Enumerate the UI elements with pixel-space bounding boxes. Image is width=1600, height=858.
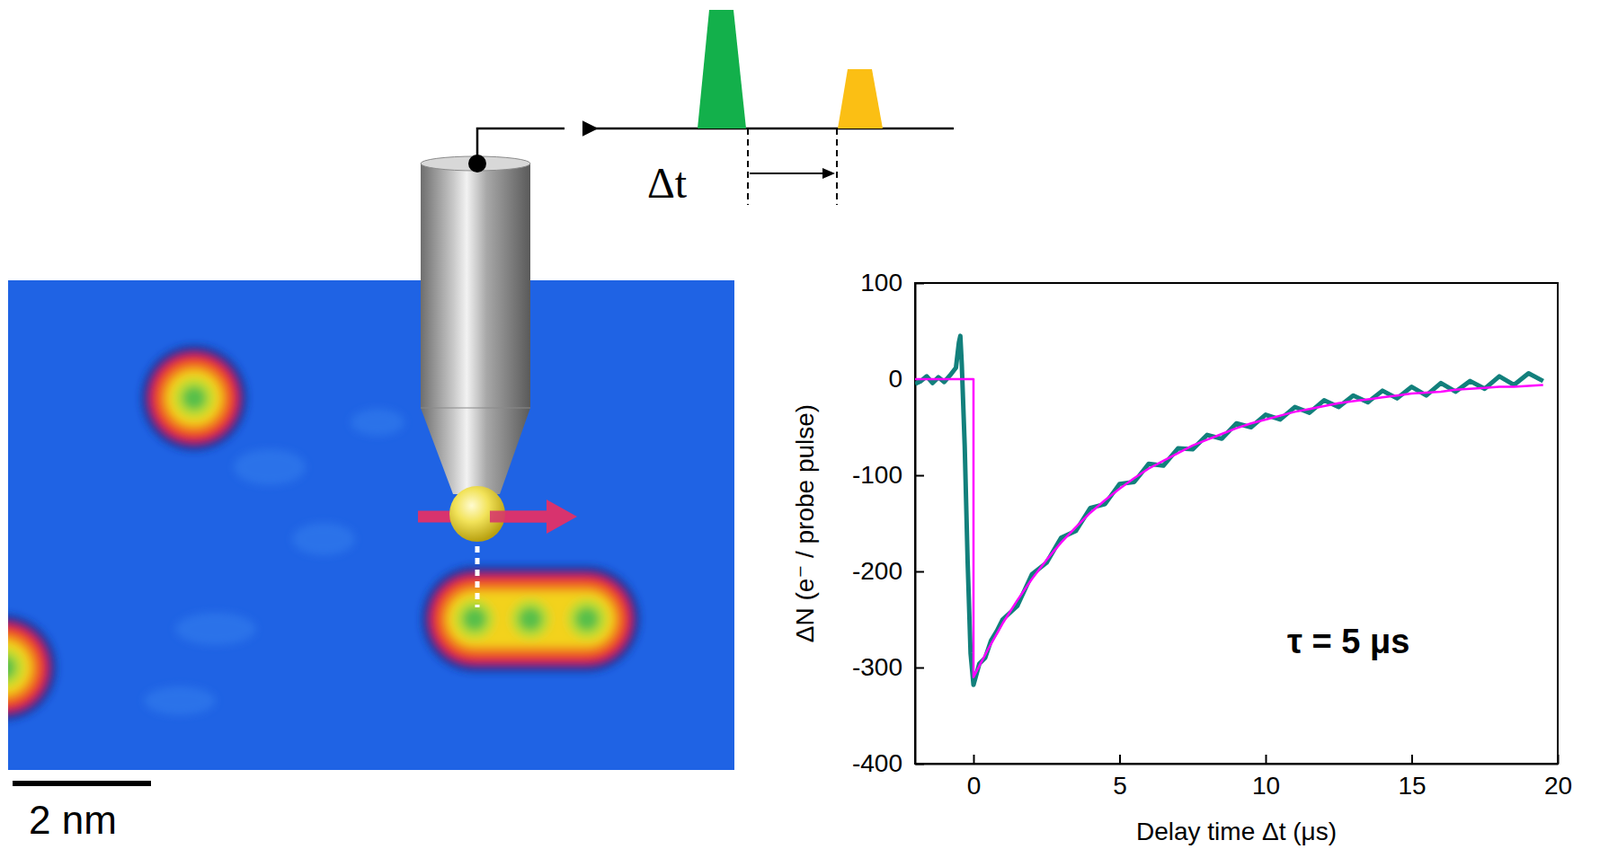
adatom-ring — [8, 640, 32, 696]
delay-arrow-head — [822, 168, 836, 179]
pump-pulse — [697, 9, 747, 129]
y-tick-label: 0 — [888, 364, 903, 393]
stm-background — [8, 280, 735, 771]
adatom-ring — [150, 354, 239, 443]
scale-bar — [12, 781, 152, 787]
x-tick-label: 0 — [967, 772, 982, 800]
adatom-ring — [8, 615, 56, 720]
adatom-core — [510, 599, 551, 640]
y-tick: -100 — [852, 461, 925, 489]
adatom-core — [8, 648, 24, 688]
tunnel-link — [475, 546, 480, 608]
pulse-line — [595, 127, 954, 131]
adatom-core — [174, 378, 214, 418]
adatom-core — [454, 599, 495, 640]
spin-arrow-head — [546, 499, 578, 534]
adatom-core — [567, 599, 607, 640]
x-tick-mark — [1119, 755, 1121, 765]
adatom-ring — [422, 567, 640, 672]
x-tick: 10 — [1252, 755, 1280, 800]
y-tick-label: -200 — [852, 557, 903, 586]
x-tick-label: 15 — [1397, 772, 1426, 800]
delay-label: Δt — [647, 159, 688, 207]
adatom-ring — [430, 575, 632, 664]
probe-pulse — [837, 69, 883, 129]
plot-frame — [915, 283, 1558, 765]
delay-marker — [746, 128, 749, 205]
spin-arrow-front — [489, 511, 551, 524]
annotation: τ = 5 μs — [1287, 622, 1410, 661]
x-tick-label: 20 — [1544, 772, 1573, 800]
stm-image — [8, 280, 735, 771]
adatom — [422, 567, 640, 672]
tip-shaft — [420, 163, 531, 409]
delay-marker — [835, 128, 838, 205]
fit-line — [915, 379, 1544, 678]
wire-contact — [468, 154, 487, 173]
figure: Δt 2 nm 0 5 10 15 20 -400 -300 -200 -100 0 100 Delay … — [0, 0, 1600, 858]
adatom-ring — [142, 346, 247, 451]
delay-arrow — [749, 172, 826, 175]
adatom — [142, 346, 247, 451]
y-tick: -300 — [852, 653, 925, 682]
adatom — [8, 615, 56, 720]
wire — [477, 128, 565, 164]
x-axis: 0 5 10 15 20 — [915, 755, 1574, 800]
chart: 0 5 10 15 20 -400 -300 -200 -100 0 100 Delay time Δ… — [791, 268, 1573, 846]
adatom-core — [518, 607, 543, 632]
adatom-ring — [438, 583, 623, 656]
adatom-ring — [8, 623, 48, 712]
adatom-core — [182, 386, 206, 410]
substrate-feature — [233, 449, 306, 486]
x-axis-title: Delay time Δt (μs) — [1136, 817, 1337, 846]
adatom-ring — [8, 631, 40, 704]
adatom-ring — [446, 591, 615, 648]
y-tick: -200 — [852, 557, 925, 586]
substrate-feature — [143, 686, 216, 716]
y-tick-label: -100 — [852, 461, 903, 489]
y-tick-label: -400 — [852, 749, 903, 778]
adatom-ring — [158, 362, 231, 435]
y-tick-label: 100 — [860, 268, 903, 297]
x-tick-mark — [1411, 755, 1414, 765]
adatom-core — [462, 607, 487, 632]
substrate-feature — [175, 613, 257, 646]
y-tick: -400 — [852, 749, 925, 778]
tip-cone — [420, 408, 531, 495]
x-tick-mark — [973, 755, 976, 765]
scale-bar-label: 2 nm — [28, 798, 117, 843]
adatom-core — [8, 656, 16, 680]
y-axis-title: ΔN (e⁻ / probe pulse) — [791, 404, 819, 643]
y-tick-mark — [915, 667, 925, 670]
adatom-core — [575, 607, 599, 632]
substrate-feature — [292, 523, 356, 556]
x-tick: 5 — [1112, 755, 1128, 800]
measured-line — [915, 336, 1544, 685]
y-tick-mark — [915, 571, 925, 574]
x-tick: 15 — [1397, 755, 1426, 800]
x-tick-mark — [1265, 755, 1268, 765]
adatom-ring — [166, 370, 223, 427]
y-tick-label: -300 — [852, 653, 903, 682]
x-tick-label: 5 — [1112, 772, 1128, 800]
pulse-diagram: Δt — [468, 9, 954, 207]
x-tick-label: 10 — [1252, 772, 1280, 800]
tip-edge — [420, 408, 531, 409]
x-tick: 0 — [967, 755, 982, 800]
stm-tip — [417, 156, 578, 608]
background — [0, 0, 1600, 858]
plot-lines — [915, 336, 1544, 685]
y-axis: -400 -300 -200 -100 0 100 — [852, 268, 925, 778]
y-tick-mark — [915, 475, 925, 478]
substrate-feature — [350, 408, 405, 436]
